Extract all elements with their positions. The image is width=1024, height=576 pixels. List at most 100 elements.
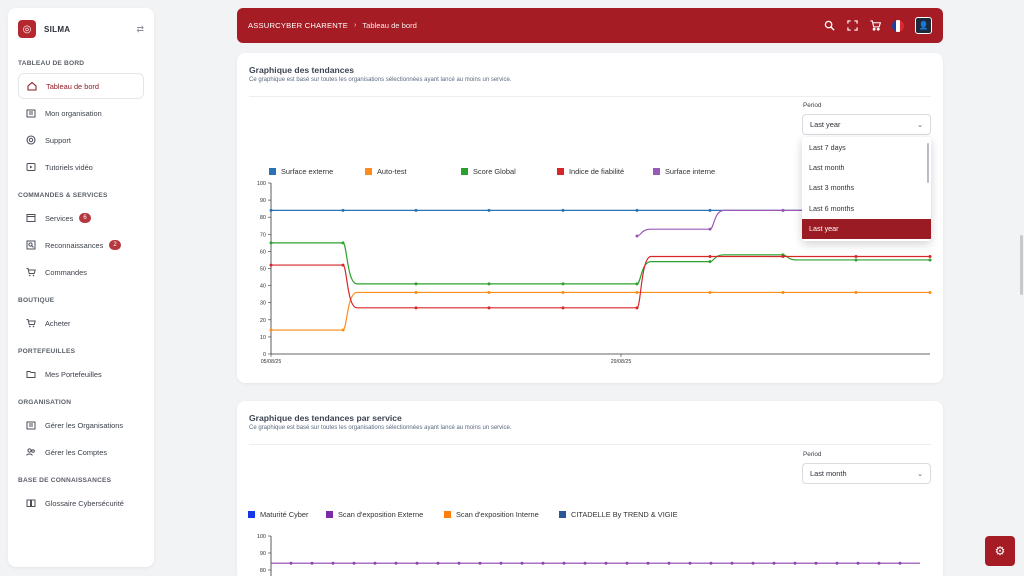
help-fab-button[interactable]: ⚙ [985, 536, 1015, 566]
data-point [928, 290, 932, 294]
data-point [877, 561, 881, 565]
home-icon [27, 81, 37, 91]
data-point [478, 561, 482, 565]
sidebar-section-title: BOUTIQUE [18, 297, 55, 304]
y-tick-label: 40 [260, 284, 266, 290]
legend-item[interactable]: Indice de fiabilité [557, 167, 624, 176]
sidebar-item-label: Tutoriels vidéo [45, 162, 93, 172]
data-point [414, 306, 418, 310]
dropdown-option[interactable]: Last 3 months [809, 183, 855, 193]
fullscreen-icon[interactable] [846, 20, 858, 32]
data-point [414, 282, 418, 286]
legend-item[interactable]: Surface externe [269, 167, 333, 176]
period-select[interactable]: Last month ⌄ [802, 463, 931, 484]
dropdown-option[interactable]: Last 6 months [809, 203, 855, 213]
legend-swatch [557, 168, 564, 175]
box-icon [26, 213, 36, 223]
dropdown-option[interactable]: Last 7 days [809, 142, 846, 152]
data-point [854, 290, 858, 294]
y-tick-label: 0 [263, 352, 266, 358]
legend-swatch [559, 511, 566, 518]
legend-label: Surface externe [281, 167, 334, 176]
legend-swatch [365, 168, 372, 175]
series-line [271, 255, 930, 309]
legend-item[interactable]: Scan d'exposition Interne [444, 510, 539, 519]
sidebar-item-mes-portefeuilles[interactable]: Mes Portefeuilles [18, 361, 144, 387]
sidebar-section-title: PORTEFEUILLES [18, 348, 76, 355]
avatar[interactable]: 👤 [915, 17, 932, 34]
legend-swatch [248, 511, 255, 518]
legend-item[interactable]: Score Global [461, 167, 516, 176]
sidebar-item-g-rer-les-comptes[interactable]: Gérer les Comptes [18, 439, 144, 465]
dropdown-scrollbar[interactable] [927, 143, 929, 183]
legend-label: Auto-test [377, 167, 407, 176]
data-point [414, 290, 418, 294]
data-point [772, 561, 776, 565]
data-point [487, 290, 491, 294]
data-point [854, 255, 858, 259]
dropdown-option[interactable]: Last year [802, 218, 931, 239]
data-point [541, 561, 545, 565]
lifebuoy-icon [26, 135, 36, 145]
dropdown-option[interactable]: Last month [809, 163, 845, 173]
legend-label: Scan d'exposition Externe [338, 510, 424, 519]
sidebar-item-mon-organisation[interactable]: Mon organisation [18, 100, 144, 126]
data-point [561, 306, 565, 310]
y-tick-label: 100 [257, 534, 266, 540]
sidebar-item-label: Glossaire Cybersécurité [45, 498, 124, 508]
legend-item[interactable]: Scan d'exposition Externe [326, 510, 423, 519]
legend-swatch [269, 168, 276, 175]
data-point [667, 561, 671, 565]
sidebar-item-glossaire-cybers-curit-[interactable]: Glossaire Cybersécurité [18, 490, 144, 516]
service-line-chart: 80 90 100 [257, 534, 920, 576]
breadcrumb-separator: › [354, 22, 357, 29]
sidebar-item-tutoriels-vid-o[interactable]: Tutoriels vidéo [18, 154, 144, 180]
data-point [708, 208, 712, 212]
sidebar-item-reconnaissances[interactable]: Reconnaissances 2 [18, 232, 144, 258]
sidebar-section-title: TABLEAU DE BORD [18, 60, 85, 67]
sidebar-item-commandes[interactable]: Commandes [18, 259, 144, 285]
sidebar-item-acheter[interactable]: Acheter [18, 310, 144, 336]
legend-label: Score Global [473, 167, 516, 176]
sidebar-item-g-rer-les-organisations[interactable]: Gérer les Organisations [18, 412, 144, 438]
breadcrumb-org[interactable]: ASSURCYBER CHARENTE [248, 21, 349, 30]
data-point [310, 561, 314, 565]
sidebar-nav: TABLEAU DE BORD Tableau de bord Mon organi… [8, 60, 154, 516]
flag-fr-icon[interactable] [892, 19, 904, 32]
data-point [793, 561, 797, 565]
cart-icon[interactable] [869, 20, 881, 32]
search-icon[interactable] [823, 20, 835, 32]
y-tick-label: 100 [257, 181, 266, 187]
data-point [289, 561, 293, 565]
data-point [415, 561, 419, 565]
legend-item[interactable]: Maturité Cyber [248, 510, 308, 519]
data-point [688, 561, 692, 565]
search-doc-icon [26, 240, 36, 250]
sidebar-toggle-icon[interactable]: ⇄ [136, 23, 144, 34]
data-point [341, 328, 345, 332]
data-point [487, 282, 491, 286]
period-select-value: Last month [810, 469, 847, 478]
data-point [583, 561, 587, 565]
period-label: Period [803, 451, 822, 458]
sidebar-item-services[interactable]: Services 6 [18, 205, 144, 231]
page-scrollbar[interactable] [1020, 235, 1023, 295]
data-point [487, 306, 491, 310]
legend-item[interactable]: Auto-test [365, 167, 407, 176]
data-point [928, 255, 932, 259]
building-icon [26, 108, 36, 118]
sidebar-item-label: Tableau de bord [46, 81, 100, 91]
data-point [781, 255, 785, 259]
y-tick-label: 90 [260, 198, 266, 204]
data-point [708, 260, 712, 264]
data-point [561, 282, 565, 286]
sidebar-item-label: Support [45, 135, 71, 145]
period-select[interactable]: Last year ⌄ [802, 114, 931, 135]
legend-item[interactable]: Surface interne [653, 167, 715, 176]
data-point [341, 208, 345, 212]
sidebar-item-tableau-de-bord[interactable]: Tableau de bord [18, 73, 144, 99]
sidebar-item-support[interactable]: Support [18, 127, 144, 153]
legend-swatch [444, 511, 451, 518]
legend-swatch [653, 168, 660, 175]
legend-item[interactable]: CITADELLE By TREND & VIGIE [559, 510, 678, 519]
